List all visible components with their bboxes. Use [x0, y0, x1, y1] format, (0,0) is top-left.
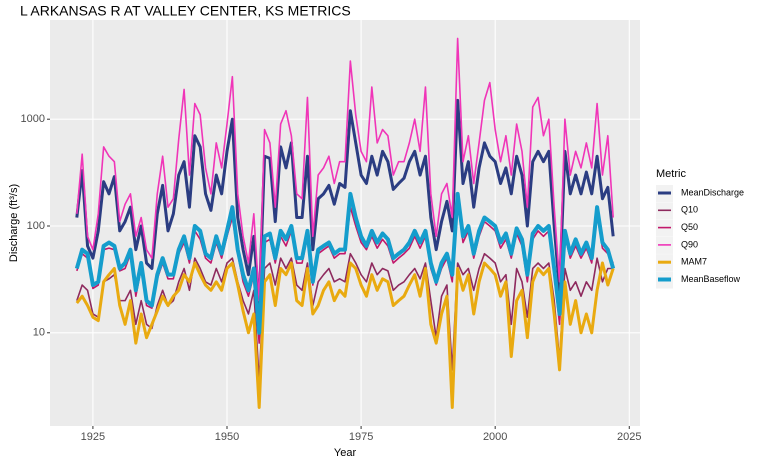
- y-axis-title: Discharge (ft³/s): [8, 184, 20, 262]
- legend-label: Q90: [681, 239, 698, 249]
- legend-label: MeanDischarge: [681, 187, 744, 197]
- x-tick-label: 1925: [81, 431, 105, 443]
- legend-label: MAM7: [681, 257, 707, 267]
- x-tick-label: 1975: [349, 431, 373, 443]
- legend-label: MeanBaseflow: [681, 274, 741, 284]
- series-line: [75, 261, 615, 409]
- series-line: [74, 191, 616, 335]
- panel: [50, 20, 640, 426]
- y-tick-label: 1000: [21, 113, 45, 125]
- legend-title: Metric: [656, 168, 686, 180]
- series-line: [75, 98, 615, 308]
- legend-label: Q10: [681, 205, 698, 215]
- x-axis-title: Year: [334, 447, 357, 459]
- x-tick-label: 1950: [215, 431, 239, 443]
- y-tick-label: 100: [27, 220, 45, 232]
- y-tick-label: 10: [33, 327, 45, 339]
- x-tick-label: 2025: [617, 431, 641, 443]
- x-tick-label: 2000: [483, 431, 507, 443]
- chart-title: L ARKANSAS R AT VALLEY CENTER, KS METRIC…: [20, 3, 351, 19]
- legend-label: Q50: [681, 222, 698, 232]
- series-line: [76, 37, 614, 302]
